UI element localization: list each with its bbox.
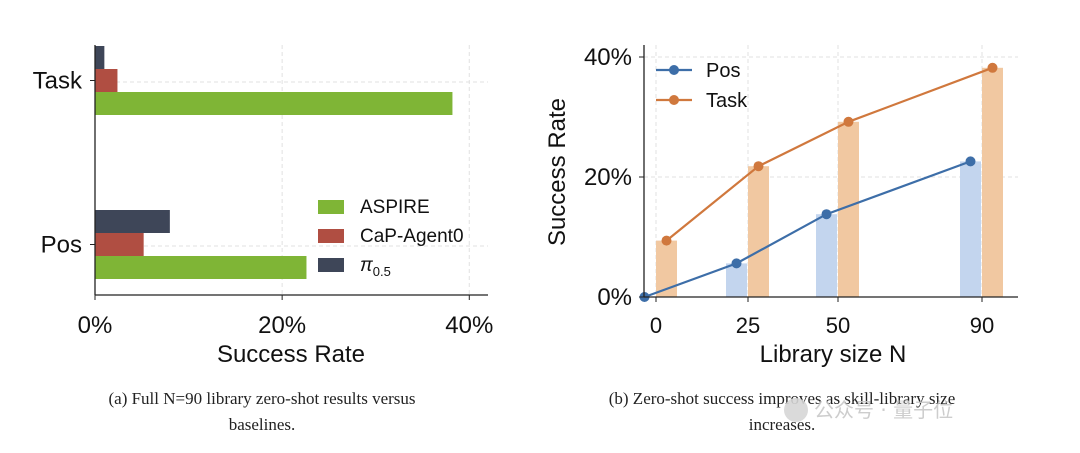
caption-a-line2: baselines. [229, 415, 296, 434]
chart-a-bar-pos-2 [95, 256, 307, 279]
wechat-icon [784, 398, 808, 422]
chart-b-y-tick-label: 0% [597, 284, 632, 311]
chart-b-bar-task [982, 67, 1003, 297]
chart-a-legend-label: CaP-Agent0 [360, 226, 464, 247]
chart-a-bar-task-2 [95, 92, 453, 115]
chart-b-point-task [843, 116, 854, 127]
chart-a-x-tick-label: 40% [445, 312, 493, 339]
chart-a-x-tick-label: 0% [78, 312, 113, 339]
chart-b-legend: Pos Task [656, 60, 748, 112]
chart-b-bar-task [748, 166, 769, 297]
chart-b-line-task [665, 66, 993, 242]
caption-b-line2: increases. [749, 415, 816, 434]
chart-a-category-labels: Task Pos [33, 68, 95, 259]
chart-a-legend-swatch [318, 258, 344, 272]
chart-b-bar-task [838, 121, 859, 297]
chart-a-legend-swatch [318, 229, 344, 243]
chart-a-bar-pos-0 [95, 210, 170, 233]
chart-b-y-tick-label: 40% [584, 44, 632, 71]
watermark-text: 公众号 · 量子位 [814, 398, 953, 422]
chart-b-x-tick-label: 90 [970, 313, 994, 338]
chart-a-bar-task-0 [95, 46, 105, 69]
chart-a-legend-label: π0.5 [360, 255, 391, 279]
chart-b-legend-marker [669, 95, 679, 105]
chart-b-x-tick-label: 0 [650, 313, 662, 338]
chart-a-grid [94, 45, 488, 295]
chart-a-legend: ASPIRE CaP-Agent0 π0.5 [318, 197, 464, 279]
chart-b-lines [639, 62, 998, 302]
chart-a-x-axis-label: Success Rate [217, 341, 365, 368]
chart-b-y-axis-label: Success Rate [544, 98, 571, 246]
chart-b-point-pos [731, 258, 742, 269]
chart-b-legend-label: Task [706, 90, 748, 112]
chart-a-legend-swatch [318, 200, 344, 214]
chart-b-legend-label: Pos [706, 60, 740, 82]
chart-a: Task Pos 0% 20% 40% Success Rate ASPIRE CaP-… [33, 45, 493, 368]
chart-b-point-task [987, 62, 998, 73]
chart-a-category-label: Task [33, 68, 83, 95]
caption-b-line1: (b) Zero-shot success improves as skill-… [609, 389, 956, 408]
chart-a-bar-task-1 [95, 69, 118, 92]
chart-b: 0% 20% 40% 0 25 50 90 Success Rate Library si… [544, 44, 1018, 368]
chart-b-bar-task [656, 240, 677, 297]
chart-b-line-pos [644, 160, 971, 299]
chart-a-bars [95, 46, 453, 279]
chart-b-point-pos [821, 209, 832, 220]
chart-b-point-task [753, 161, 764, 172]
chart-b-bars [656, 67, 1003, 297]
chart-b-y-tick-label: 20% [584, 164, 632, 191]
chart-b-x-ticks: 0 25 50 90 [650, 297, 994, 338]
chart-b-x-tick-label: 50 [826, 313, 850, 338]
watermark: 公众号 · 量子位 [784, 398, 953, 422]
chart-b-point-task [661, 235, 672, 246]
chart-b-legend-marker [669, 65, 679, 75]
chart-b-bar-pos [960, 161, 981, 297]
chart-a-bar-pos-1 [95, 233, 144, 256]
caption-a-line1: (a) Full N=90 library zero-shot results … [108, 389, 415, 408]
chart-b-point-pos [965, 156, 976, 167]
chart-b-x-tick-label: 25 [736, 313, 760, 338]
chart-b-bar-pos [816, 214, 837, 297]
chart-b-y-ticks: 0% 20% 40% [584, 44, 644, 311]
chart-a-legend-label: ASPIRE [360, 197, 430, 218]
chart-b-x-axis-label: Library size N [760, 341, 907, 368]
chart-a-x-tick-label: 20% [258, 312, 306, 339]
chart-a-category-label: Pos [41, 232, 82, 259]
chart-a-x-ticks: 0% 20% 40% [78, 295, 493, 339]
chart-b-bar-pos [726, 263, 747, 297]
